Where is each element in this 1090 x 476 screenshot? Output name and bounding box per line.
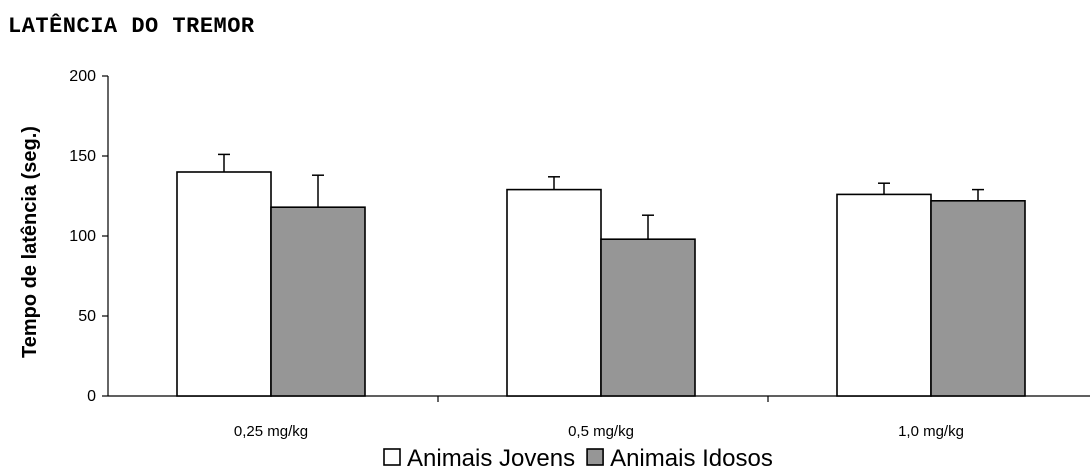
legend-swatch-idosos <box>586 448 604 466</box>
legend-label: Animais Idosos <box>610 445 773 472</box>
bar-idosos <box>270 206 366 397</box>
bar-idosos <box>930 200 1026 397</box>
chart-title: LATÊNCIA DO TREMOR <box>8 14 255 39</box>
y-tick-label: 0 <box>87 388 96 405</box>
bar-jovens <box>506 188 602 397</box>
y-axis-label: Tempo de latência (seg.) <box>19 126 41 358</box>
bar-jovens <box>176 171 272 397</box>
legend-swatch-jovens <box>383 448 401 466</box>
x-tick-label: 0,25 mg/kg <box>234 423 308 440</box>
y-tick-label: 200 <box>69 68 96 85</box>
bars <box>176 153 1026 397</box>
legend-label: Animais Jovens <box>407 445 575 472</box>
legend: Animais Jovens Animais Idosos <box>383 445 773 472</box>
y-tick-label: 100 <box>69 228 96 245</box>
x-tick-label: 1,0 mg/kg <box>898 423 964 440</box>
labels: 0,25 mg/kg 0,5 mg/kg 1,0 mg/kg Tempo de lat… <box>19 126 964 440</box>
bar-jovens <box>836 193 932 397</box>
y-tick-label: 150 <box>69 148 96 165</box>
bar-idosos <box>600 238 696 397</box>
y-tick-label: 50 <box>78 308 96 325</box>
x-tick-label: 0,5 mg/kg <box>568 423 634 440</box>
